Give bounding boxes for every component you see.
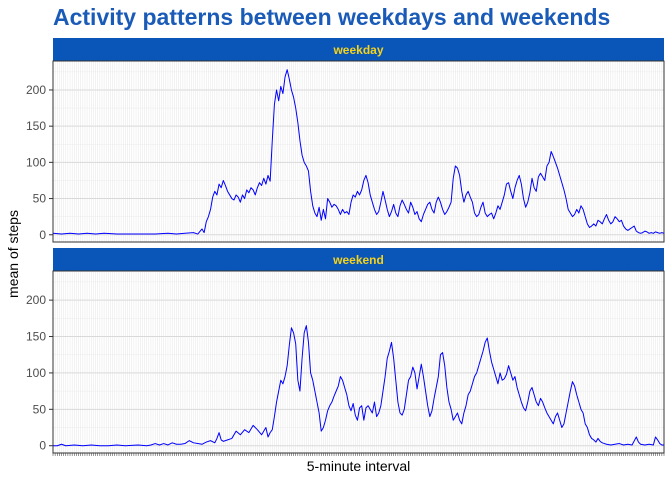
y-tick-label-weekday: 50 xyxy=(33,192,47,206)
y-tick-label-weekday: 0 xyxy=(39,228,46,242)
y-tick-label-weekday: 200 xyxy=(26,83,46,97)
panel-border-weekend xyxy=(52,270,665,454)
y-tick-label-weekend: 150 xyxy=(26,330,46,344)
y-tick-label-weekday: 100 xyxy=(26,155,46,169)
y-tick-label-weekend: 200 xyxy=(26,293,46,307)
y-tick-label-weekend: 50 xyxy=(33,402,47,416)
y-tick-label-weekend: 0 xyxy=(39,439,46,453)
x-axis-title: 5-minute interval xyxy=(307,458,411,474)
y-tick-label-weekday: 150 xyxy=(26,119,46,133)
strip-weekday xyxy=(53,38,664,61)
line-layer xyxy=(52,69,665,447)
series-line-weekday xyxy=(52,69,665,235)
y-axis-title: mean of steps xyxy=(5,210,21,298)
strip-label-weekday: weekday xyxy=(332,43,383,57)
panel-border-weekday xyxy=(52,60,665,243)
series-line-weekend xyxy=(53,325,664,447)
strip-weekend xyxy=(53,248,664,271)
tick-layer: 0 50 100 150 200 0 50 100 150 200 xyxy=(26,83,665,456)
chart-title: Activity patterns between weekdays and w… xyxy=(53,4,611,30)
grid-layer xyxy=(52,61,665,453)
strip-label-weekend: weekend xyxy=(332,253,384,267)
y-tick-label-weekend: 100 xyxy=(26,366,46,380)
